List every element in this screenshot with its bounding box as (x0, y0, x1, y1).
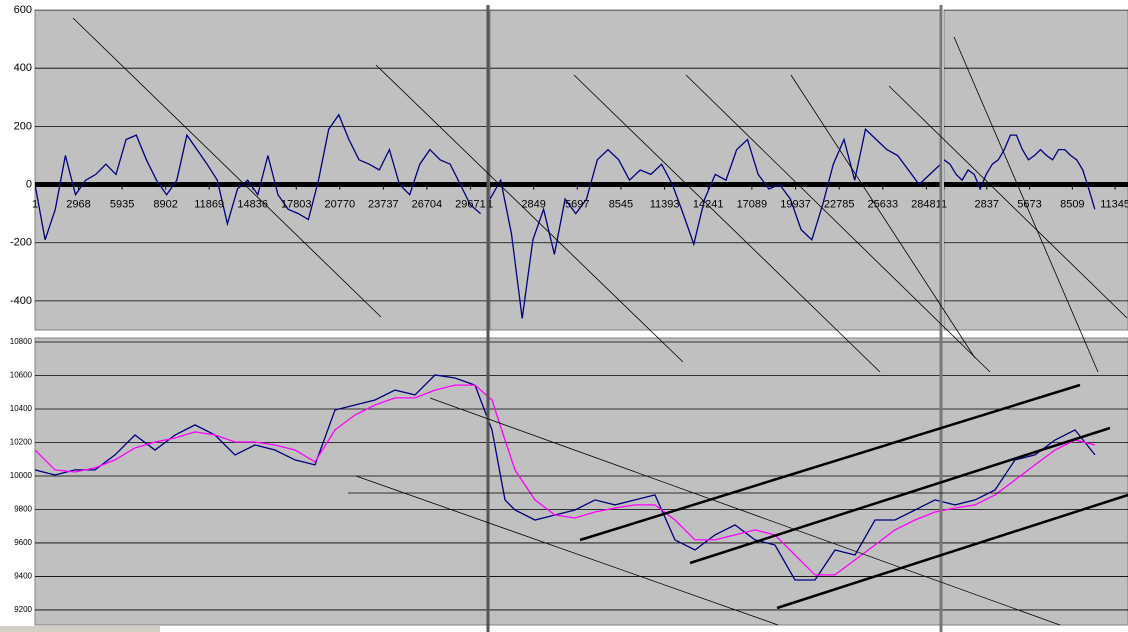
y-tick-label: 10800 (10, 337, 33, 346)
y-tick-label: 9400 (14, 572, 32, 581)
x-tick-label: 22785 (824, 198, 855, 210)
data-line (944, 134, 1096, 210)
trend-line (375, 64, 684, 363)
channel-line (579, 383, 1081, 542)
data-line (35, 384, 1096, 576)
x-tick-label: 5673 (1017, 198, 1041, 210)
plot-areas (0, 9, 1128, 632)
x-tick-label: 26704 (412, 198, 443, 210)
x-tick-label: 1 (487, 198, 493, 210)
drawn-lines (72, 5, 1128, 632)
trend-line (72, 17, 382, 318)
x-tick-label: 19937 (780, 198, 811, 210)
y-tick-label: -200 (10, 237, 32, 249)
y-tick-label: 0 (26, 178, 32, 190)
y-tick-label: 200 (14, 120, 32, 132)
x-tick-label: 14241 (693, 198, 724, 210)
x-tick-label: 2968 (66, 198, 90, 210)
y-tick-label: 10200 (10, 438, 33, 447)
x-tick-label: 29671 (455, 198, 486, 210)
y-tick-label: 9600 (14, 538, 32, 547)
layers: 600 400 200 0 -200 -400 1 2968 5935 8902 11869 1483… (10, 4, 1128, 614)
channel-line (776, 493, 1128, 610)
x-tick-label: 28481 (911, 198, 942, 210)
y-tick-label: 9800 (14, 505, 32, 514)
x-tick-label: 11345 (1100, 198, 1128, 210)
data-line (35, 113, 482, 241)
trend-line (953, 36, 1099, 373)
data-line (490, 128, 941, 319)
trend-line (685, 74, 991, 373)
x-tick-label: 1 (32, 198, 38, 210)
scrollbar (0, 626, 160, 632)
x-tick-label: 5935 (110, 198, 134, 210)
trend-line (355, 475, 779, 626)
x-tick-label: 17089 (737, 198, 768, 210)
panel (944, 10, 1128, 302)
trend-line (573, 74, 881, 373)
y-tick-label: -400 (10, 295, 32, 307)
x-tick-label: 14836 (237, 198, 268, 210)
trend-line (429, 397, 1061, 626)
y-tick-label: 9200 (14, 605, 32, 614)
x-tick-label: 5697 (565, 198, 589, 210)
x-tick-label: 11393 (650, 198, 680, 210)
x-tick-label: 20770 (325, 198, 356, 210)
trend-line (888, 85, 1128, 319)
x-tick-label: 2837 (975, 198, 999, 210)
y-tick-label: 10000 (10, 471, 33, 480)
x-tick-label: 8902 (153, 198, 177, 210)
panel (35, 10, 487, 302)
trend-line (790, 74, 976, 359)
x-tick-label: 2849 (521, 198, 545, 210)
plot-area (943, 9, 1128, 331)
x-tick-label: 8509 (1060, 198, 1084, 210)
panel (35, 341, 1128, 611)
x-tick-label: 1 (941, 198, 947, 210)
x-tick-label: 17803 (281, 198, 312, 210)
x-tick-label: 11869 (194, 198, 224, 210)
plot-area (34, 337, 1128, 626)
x-tick-label: 23737 (368, 198, 399, 210)
x-tick-label: 25633 (868, 198, 899, 210)
channel-line (689, 426, 1111, 565)
y-tick-label: 10400 (10, 404, 33, 413)
plot-area (489, 9, 942, 331)
y-tick-label: 400 (14, 62, 32, 74)
plot-area (34, 9, 488, 331)
panel (490, 10, 941, 319)
x-tick-label: 8545 (609, 198, 633, 210)
y-tick-label: 10600 (10, 371, 33, 380)
y-tick-label: 600 (14, 4, 32, 16)
